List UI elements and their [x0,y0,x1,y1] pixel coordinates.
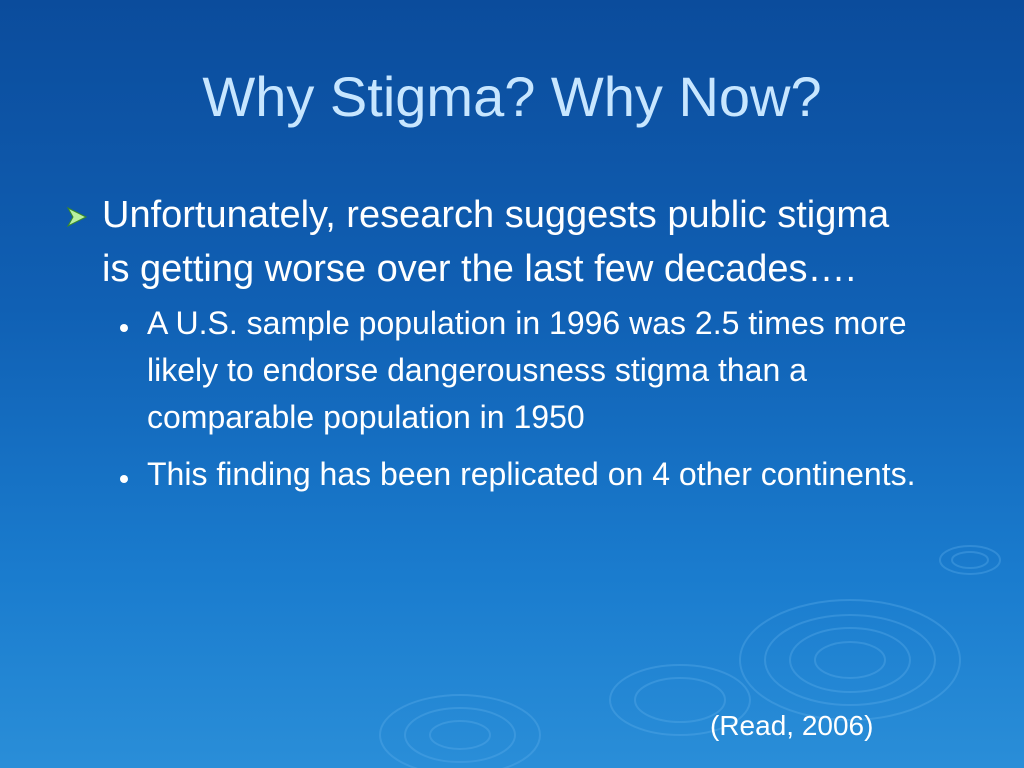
bullet-list: Unfortunately, research suggests public … [60,188,960,508]
bullet: Unfortunately, research suggests public … [60,188,902,296]
sub-bullet-text: A U.S. sample population in 1996 was 2.5… [147,305,907,435]
sub-bullet-text: This finding has been replicated on 4 ot… [147,456,916,492]
citation: (Read, 2006) [710,710,874,741]
bullet-text: Unfortunately, research suggests public … [102,194,890,290]
slide-title: Why Stigma? Why Now? [202,65,822,128]
sub-bullet: This finding has been replicated on 4 ot… [60,451,947,498]
sub-bullet: A U.S. sample population in 1996 was 2.5… [60,300,947,441]
arrow-bullet [66,206,88,228]
sub-bullet-list: A U.S. sample population in 1996 was 2.5… [60,300,960,498]
